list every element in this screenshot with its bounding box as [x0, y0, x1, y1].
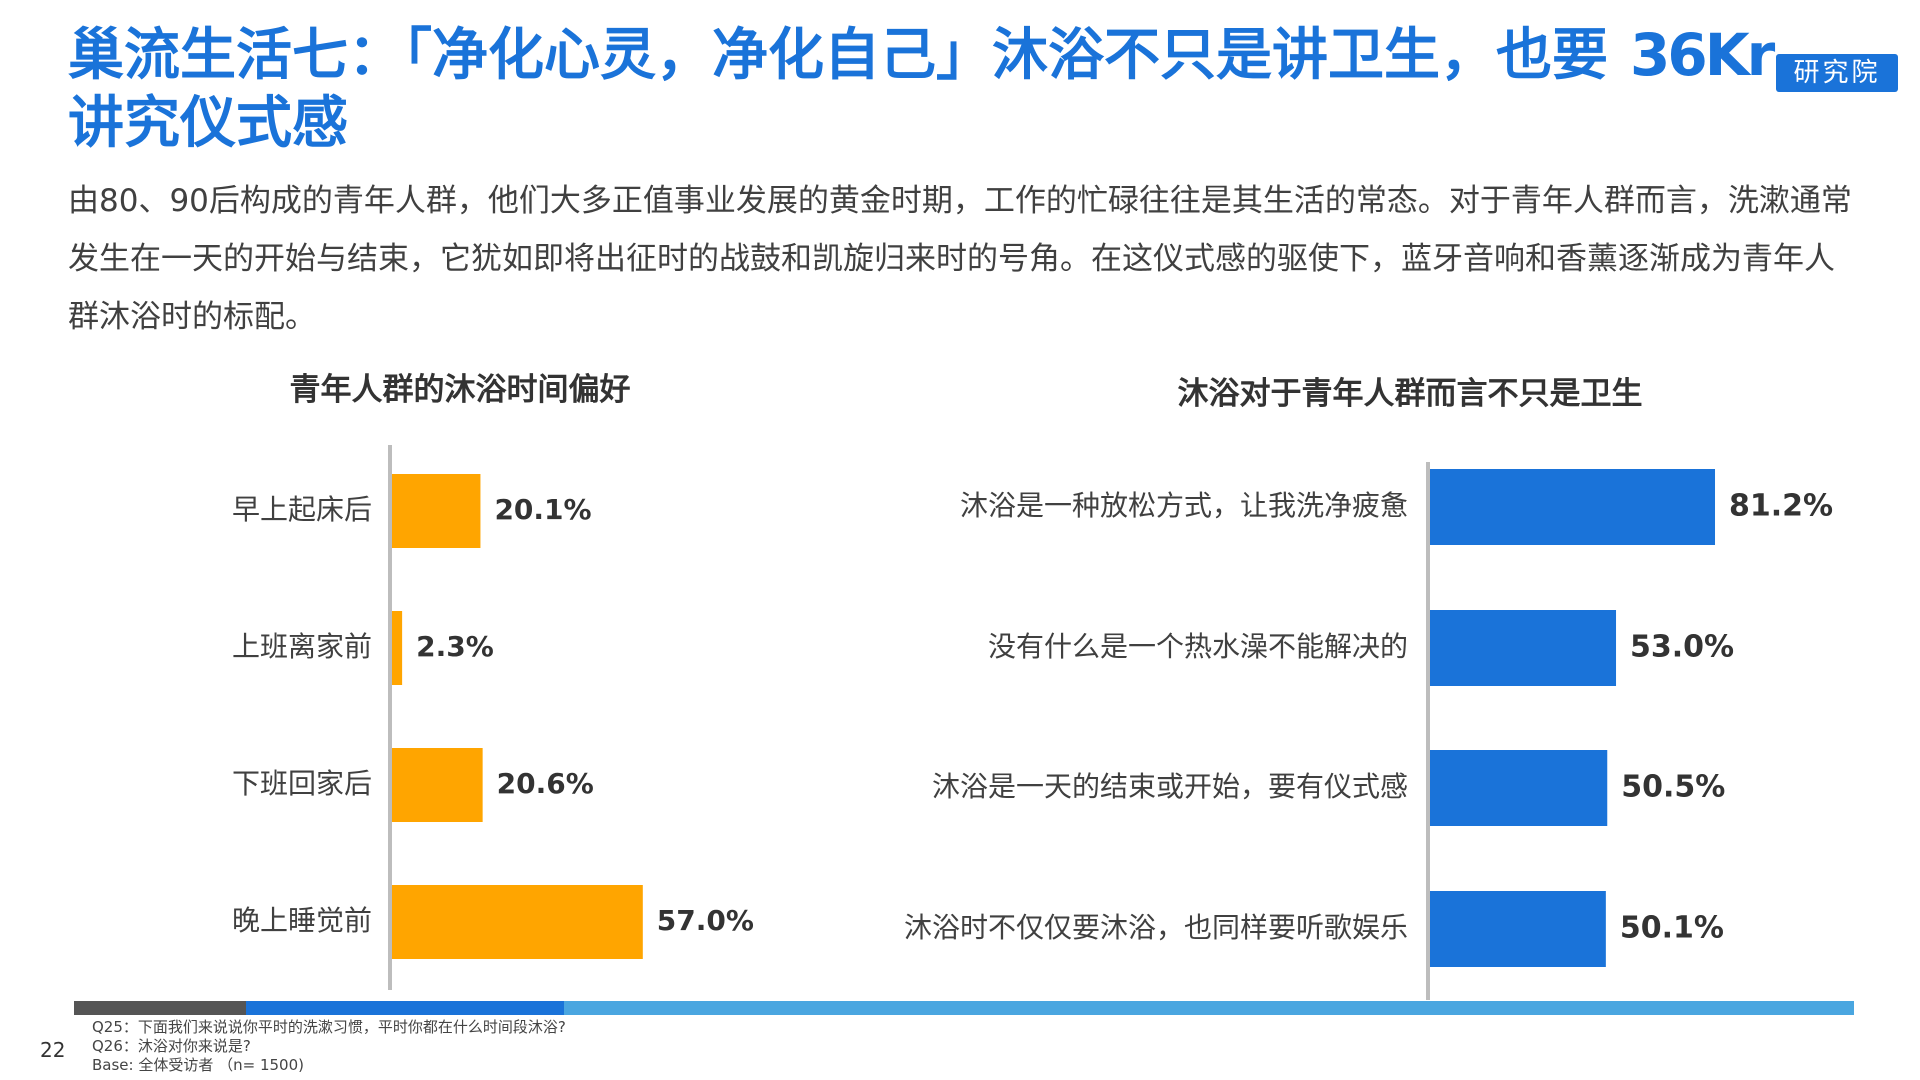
- chart2-value-label: 53.0%: [1630, 630, 1734, 665]
- chart-title-time-preference: 青年人群的沐浴时间偏好: [289, 372, 631, 408]
- footnote-q25: Q25：下面我们来说说你平时的洗漱习惯，平时你都在什么时间段沐浴?: [92, 1018, 566, 1036]
- chart1-bar-1: [392, 474, 481, 548]
- chart2-bar-2: [1430, 610, 1617, 686]
- chart1-value-label: 20.1%: [494, 493, 591, 526]
- page-number: 22: [40, 1038, 66, 1062]
- chart2-category-label: 沐浴是一种放松方式，让我洗净疲惫: [960, 489, 1408, 522]
- footnotes: Q25：下面我们来说说你平时的洗漱习惯，平时你都在什么时间段沐浴? Q26：沐浴…: [92, 1018, 566, 1075]
- chart2-category-label: 沐浴是一天的结束或开始，要有仪式感: [932, 770, 1408, 803]
- footnote-q26: Q26：沐浴对你来说是?: [92, 1037, 251, 1055]
- chart1-value-label: 57.0%: [657, 904, 754, 937]
- chart2-bar-4: [1430, 891, 1606, 967]
- page-title: 巢流生活七：「净化心灵，净化自己」沐浴不只是讲卫生，也要讲究仪式感: [68, 23, 1608, 156]
- chart2-category-label: 沐浴时不仅仅要沐浴，也同样要听歌娱乐: [904, 911, 1408, 944]
- logo: 36Kr 研究院: [1630, 20, 1910, 100]
- footer-bar-light: [564, 1001, 1854, 1015]
- chart1-value-label: 20.6%: [497, 767, 594, 800]
- chart2-bar-3: [1430, 750, 1608, 826]
- chart1-bar-4: [392, 885, 643, 959]
- chart2-value-label: 50.5%: [1621, 770, 1725, 805]
- chart2-value-label: 50.1%: [1620, 911, 1724, 946]
- chart1-bar-2: [392, 611, 403, 685]
- logo-badge: 研究院: [1776, 54, 1898, 92]
- chart2-value-label: 81.2%: [1729, 489, 1833, 524]
- chart1-category-label: 上班离家前: [232, 630, 372, 663]
- chart1-category-label: 早上起床后: [232, 493, 372, 526]
- chart1-value-label: 2.3%: [416, 630, 494, 663]
- footnote-base: Base: 全体受访者 （n= 1500): [92, 1056, 304, 1074]
- chart1-bar-3: [392, 748, 483, 822]
- chart1-category-label: 晚上睡觉前: [232, 904, 372, 937]
- intro-paragraph: 由80、90后构成的青年人群，他们大多正值事业发展的黄金时期，工作的忙碌往往是其…: [68, 183, 1852, 335]
- chart-title-not-only-hygiene: 沐浴对于青年人群而言不只是卫生: [1177, 376, 1643, 412]
- footer-bar-mid: [246, 1001, 564, 1015]
- charts-area: 早上起床后 20.1% 上班离家前 2.3% 下班回家后 20.6% 晚上睡觉前 57.0% 沐…: [232, 445, 1833, 1000]
- footer-bar-dark: [74, 1001, 246, 1015]
- chart2-bar-1: [1430, 469, 1716, 545]
- chart1-category-label: 下班回家后: [232, 767, 372, 800]
- chart2-category-label: 没有什么是一个热水澡不能解决的: [988, 630, 1408, 663]
- logo-brand: 36Kr: [1630, 21, 1775, 89]
